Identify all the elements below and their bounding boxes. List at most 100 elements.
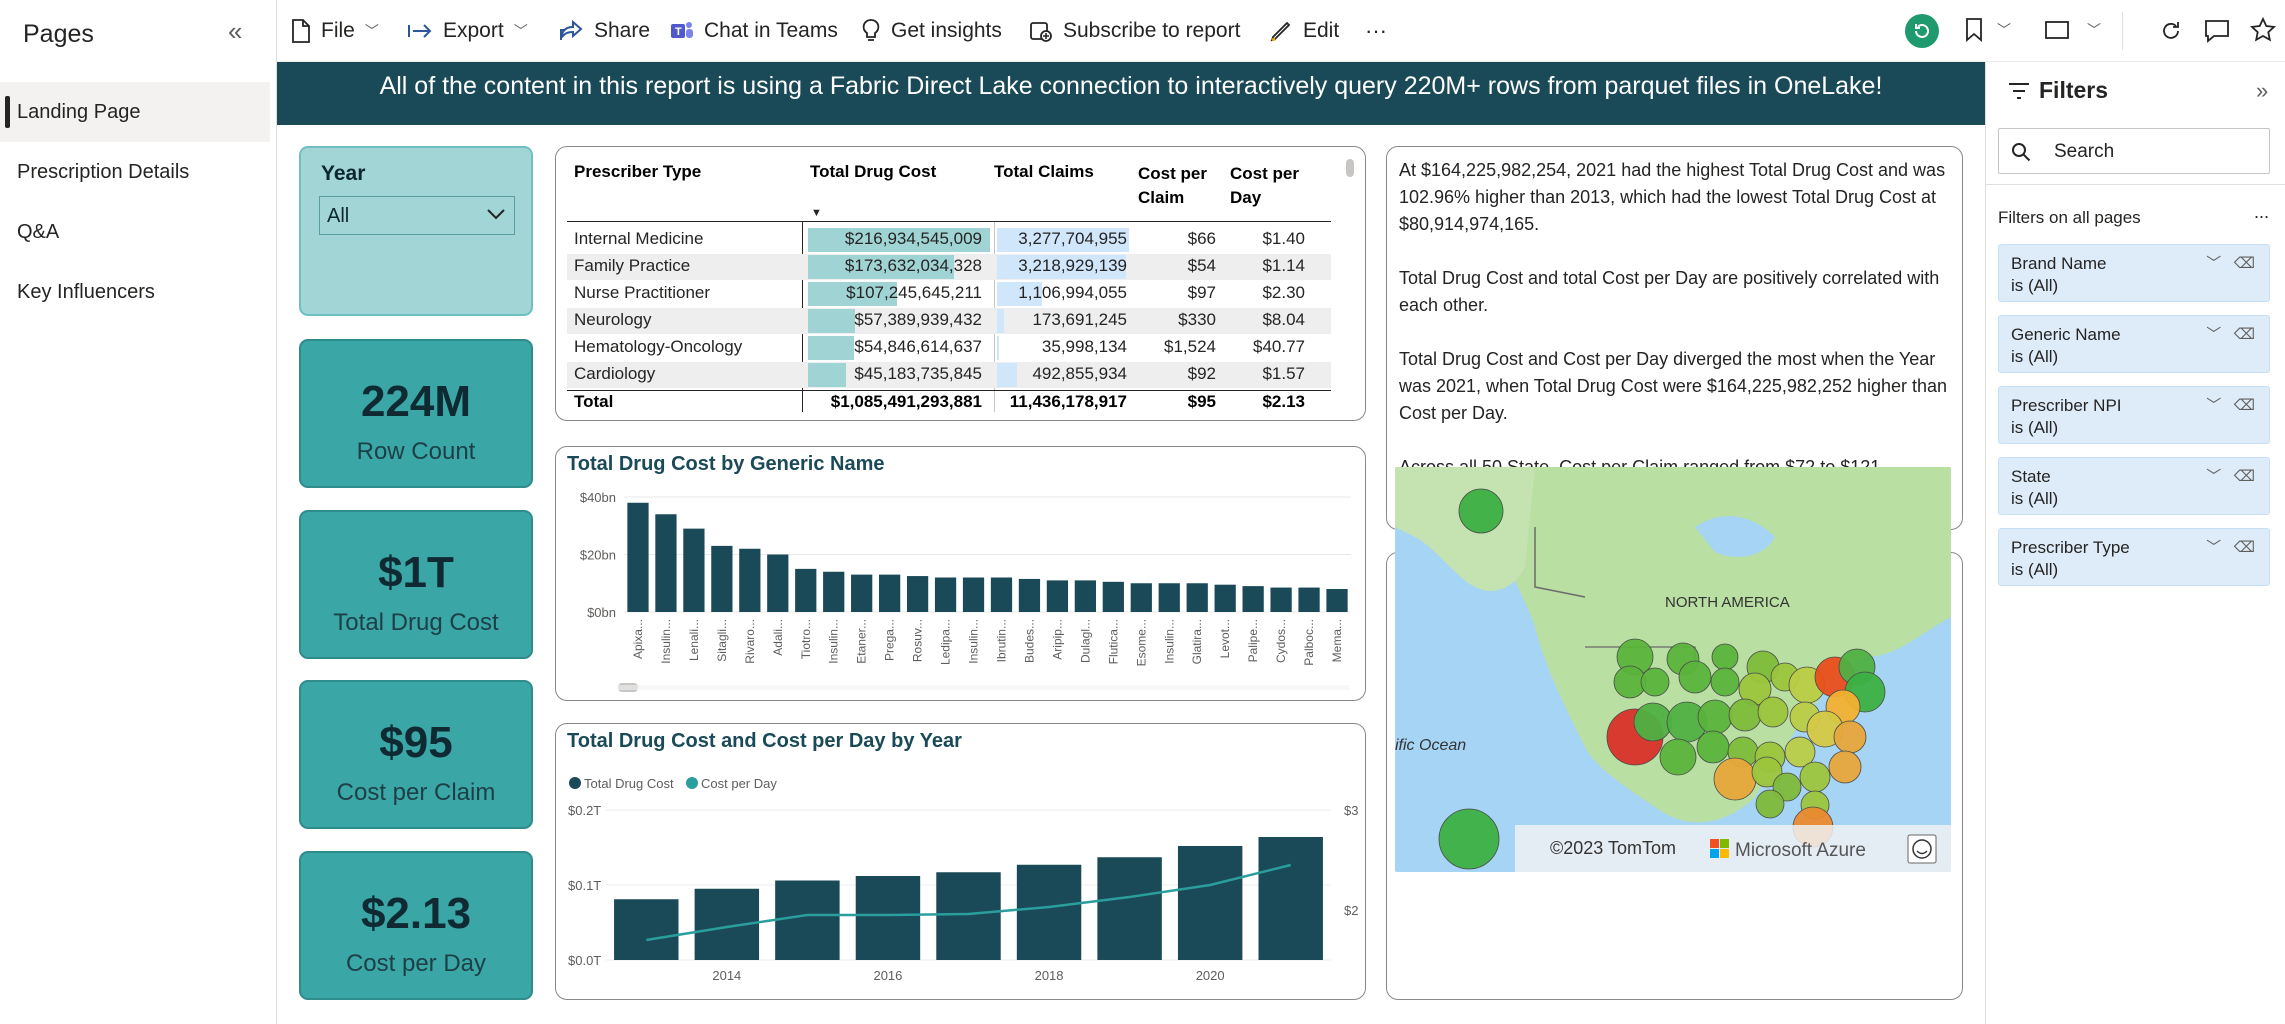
file-menu[interactable]: File ﹀ bbox=[291, 14, 379, 48]
page-key-influencers[interactable]: Key Influencers bbox=[17, 281, 155, 303]
matrix-cell-cpd[interactable]: $1.40 bbox=[1262, 229, 1305, 248]
matrix-cell-cpd[interactable]: $1.14 bbox=[1262, 256, 1305, 275]
state-bubble[interactable] bbox=[1833, 720, 1867, 754]
bar[interactable] bbox=[1130, 583, 1152, 612]
state-bubble[interactable] bbox=[1784, 736, 1816, 768]
state-bubble[interactable] bbox=[1659, 738, 1697, 776]
page-qa[interactable]: Q&A bbox=[17, 221, 60, 243]
matrix-cell-type[interactable]: Internal Medicine bbox=[574, 229, 704, 248]
bar[interactable] bbox=[683, 528, 705, 612]
matrix-cell-cpc[interactable]: $330 bbox=[1178, 310, 1216, 329]
matrix-cell-cpd[interactable]: $2.30 bbox=[1262, 283, 1305, 302]
bar[interactable] bbox=[767, 554, 789, 613]
bar[interactable] bbox=[1046, 580, 1069, 612]
view-icon[interactable] bbox=[2045, 21, 2069, 44]
matrix-scrollbar[interactable] bbox=[1346, 159, 1354, 177]
bar[interactable] bbox=[851, 574, 873, 612]
bar[interactable] bbox=[879, 574, 901, 612]
matrix-cell-type[interactable]: Family Practice bbox=[574, 256, 691, 275]
bar[interactable] bbox=[1270, 587, 1292, 612]
refresh-icon[interactable] bbox=[2159, 19, 2183, 48]
filter-card-icons[interactable]: ﹀ ⌫ bbox=[2206, 539, 2255, 556]
filter-card-icons[interactable]: ﹀ ⌫ bbox=[2206, 255, 2255, 272]
filter-card-icons[interactable]: ﹀ ⌫ bbox=[2206, 397, 2255, 414]
matrix-cell-cpc[interactable]: $92 bbox=[1187, 364, 1216, 383]
state-bubble[interactable] bbox=[1697, 699, 1733, 735]
filter-card[interactable]: Prescriber NPI is (All) ﹀ ⌫ bbox=[1998, 386, 2270, 444]
filters-search-box[interactable]: Search bbox=[1998, 128, 2270, 174]
matrix-cell-claims[interactable]: 3,277,704,955 bbox=[1018, 229, 1127, 248]
state-bubble[interactable] bbox=[1633, 702, 1673, 742]
reset-button[interactable] bbox=[1905, 14, 1939, 48]
page-landing-page[interactable]: Landing Page bbox=[0, 82, 270, 142]
matrix-cell-cost[interactable]: $173,632,034,328 bbox=[844, 256, 982, 275]
year-bar[interactable] bbox=[855, 876, 921, 960]
bar[interactable] bbox=[1326, 589, 1348, 612]
export-menu[interactable]: Export ﹀ bbox=[407, 14, 528, 48]
year-bar[interactable] bbox=[936, 872, 1001, 960]
state-bubble[interactable] bbox=[1755, 789, 1785, 819]
state-bubble[interactable] bbox=[1711, 643, 1739, 671]
chat-in-teams-button[interactable]: T Chat in Teams bbox=[670, 14, 838, 48]
collapse-filters-icon[interactable]: » bbox=[2256, 78, 2269, 103]
legend-label[interactable]: Cost per Day bbox=[701, 776, 777, 791]
state-bubble[interactable] bbox=[1710, 667, 1740, 697]
bar[interactable] bbox=[1018, 578, 1041, 612]
matrix-cell-cpd[interactable]: $8.04 bbox=[1262, 310, 1305, 329]
map-canvas[interactable]: NORTH AMERICA ific Ocean ©2023 TomTom Mi… bbox=[1395, 467, 1951, 872]
state-bubble[interactable] bbox=[1438, 808, 1500, 870]
bar[interactable] bbox=[1074, 580, 1096, 612]
bar[interactable] bbox=[934, 577, 957, 613]
matrix-cell-type[interactable]: Cardiology bbox=[574, 364, 656, 383]
year-bar[interactable] bbox=[1177, 846, 1243, 960]
comment-icon[interactable] bbox=[2204, 18, 2230, 49]
state-bubble[interactable] bbox=[1751, 756, 1783, 788]
subscribe-button[interactable]: Subscribe to report bbox=[1029, 14, 1240, 48]
matrix-cell-type[interactable]: Nurse Practitioner bbox=[574, 283, 711, 302]
legend-label[interactable]: Total Drug Cost bbox=[584, 776, 674, 791]
year-dropdown[interactable]: All bbox=[319, 196, 515, 235]
matrix-cell-cost[interactable]: $54,846,614,637 bbox=[854, 337, 982, 356]
year-bar[interactable] bbox=[1097, 857, 1162, 960]
filter-card-icons[interactable]: ﹀ ⌫ bbox=[2206, 326, 2255, 343]
header-total-claims[interactable]: Total Claims bbox=[994, 162, 1094, 181]
more-options-button[interactable]: ··· bbox=[1365, 18, 1387, 43]
matrix-cell-cost[interactable]: $107,245,645,211 bbox=[846, 283, 982, 302]
bar[interactable] bbox=[962, 577, 985, 613]
header-cost-per-day[interactable]: Cost per Day bbox=[1230, 164, 1299, 207]
matrix-cell-cost[interactable]: $216,934,545,009 bbox=[844, 229, 982, 248]
state-bubble[interactable] bbox=[1640, 667, 1670, 697]
bar[interactable] bbox=[795, 568, 817, 612]
matrix-cell-claims[interactable]: 35,998,134 bbox=[1041, 337, 1127, 356]
matrix-cell-claims[interactable]: 492,855,934 bbox=[1032, 364, 1127, 383]
matrix-cell-cpc[interactable]: $54 bbox=[1187, 256, 1216, 275]
share-button[interactable]: Share bbox=[558, 14, 650, 48]
bar[interactable] bbox=[739, 548, 761, 612]
matrix-cell-cpc[interactable]: $97 bbox=[1187, 283, 1216, 302]
more-options-icon[interactable]: ... bbox=[2254, 202, 2270, 222]
bar[interactable] bbox=[1158, 583, 1180, 612]
matrix-cell-type[interactable]: Neurology bbox=[574, 310, 652, 329]
bar[interactable] bbox=[1186, 583, 1208, 612]
matrix-cell-cpc[interactable]: $1,524 bbox=[1164, 337, 1216, 356]
page-prescription-details[interactable]: Prescription Details bbox=[17, 161, 190, 183]
filter-card-icons[interactable]: ﹀ ⌫ bbox=[2206, 468, 2255, 485]
matrix-cell-type[interactable]: Hematology-Oncology bbox=[574, 337, 743, 356]
matrix-cell-cost[interactable]: $57,389,939,432 bbox=[854, 310, 982, 329]
state-bubble[interactable] bbox=[1458, 488, 1504, 534]
bar[interactable] bbox=[655, 514, 677, 612]
matrix-cell-cost[interactable]: $45,183,735,845 bbox=[854, 364, 982, 383]
filter-card[interactable]: State is (All) ﹀ ⌫ bbox=[1998, 457, 2270, 515]
state-bubble[interactable] bbox=[1678, 660, 1712, 694]
year-bar[interactable] bbox=[1258, 837, 1323, 960]
matrix-cell-claims[interactable]: 3,218,929,139 bbox=[1018, 256, 1127, 275]
bar[interactable] bbox=[990, 577, 1013, 613]
header-total-drug-cost[interactable]: Total Drug Cost bbox=[810, 162, 937, 181]
year-bar[interactable] bbox=[614, 899, 679, 960]
star-icon[interactable] bbox=[2249, 16, 2277, 48]
bar[interactable] bbox=[906, 576, 929, 612]
state-bubble[interactable] bbox=[1728, 698, 1762, 732]
year-bar[interactable] bbox=[1016, 864, 1082, 960]
filter-card[interactable]: Prescriber Type is (All) ﹀ ⌫ bbox=[1998, 528, 2270, 586]
feedback-smiley-icon[interactable] bbox=[1907, 834, 1937, 864]
